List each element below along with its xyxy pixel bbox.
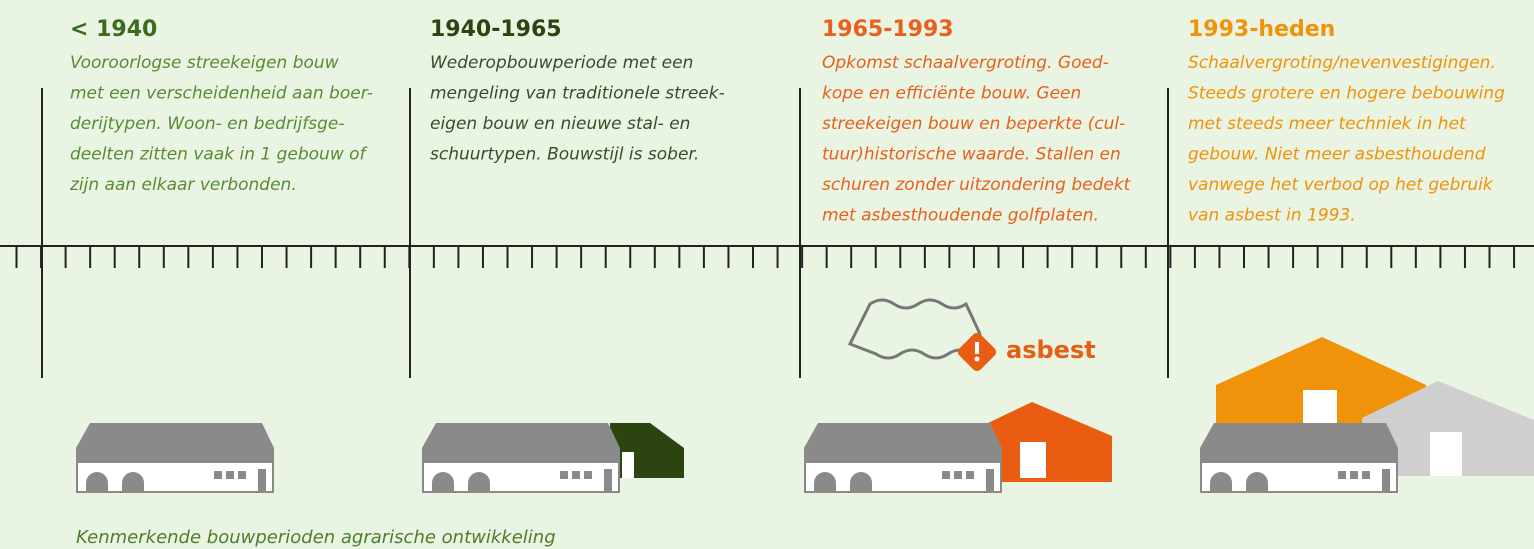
shed [610, 423, 684, 478]
door [622, 452, 634, 478]
infographic: < 1940 Vooroorlogse streekeigen bouw met e… [0, 0, 1534, 549]
period-description: schuren zonder uitzondering bedekt [822, 175, 1132, 195]
period-description: mengeling van traditionele streek- [430, 84, 725, 104]
door [1303, 390, 1337, 426]
period-title: < 1940 [70, 17, 157, 42]
period-description: Schaalvergroting/nevenvestigingen. [1188, 53, 1496, 73]
period-title: 1940-1965 [430, 17, 562, 42]
period-description: deelten zitten vaak in 1 gebouw of [70, 145, 369, 165]
period-description: zijn aan elkaar verbonden. [69, 175, 297, 195]
period-description: schuurtypen. Bouwstijl is sober. [430, 145, 699, 165]
asbestos-label: asbest [1006, 336, 1096, 364]
door [1430, 432, 1462, 476]
period-texts: < 1940 Vooroorlogse streekeigen bouw met e… [69, 17, 1505, 226]
period-description: vanwege het verbod op het gebruik [1188, 175, 1494, 195]
farm-building [804, 423, 1002, 493]
caption: Kenmerkende bouwperioden agrarische ontw… [76, 527, 556, 548]
period-description: met steeds meer techniek in het [1188, 114, 1467, 134]
period-title: 1965-1993 [822, 17, 954, 42]
period-description: met asbesthoudende golfplaten. [822, 206, 1099, 226]
period-description: streekeigen bouw en beperkte (cul- [822, 114, 1125, 134]
period-description: met een verscheidenheid aan boer- [70, 84, 373, 104]
warning-mark [975, 342, 979, 354]
period-description: van asbest in 1993. [1188, 206, 1356, 226]
period-description: kope en efficiënte bouw. Geen [822, 84, 1081, 104]
timeline [0, 246, 1534, 268]
buildings [76, 337, 1534, 493]
period-title: 1993-heden [1188, 17, 1335, 42]
period-description: Vooroorlogse streekeigen bouw [70, 53, 339, 73]
period-description: derijtypen. Woon- en bedrijfsge- [70, 114, 345, 134]
farm-building [422, 423, 620, 493]
farm-building [76, 423, 274, 493]
period-description: eigen bouw en nieuwe stal- en [430, 114, 690, 134]
period-description: Steeds grotere en hogere bebouwing [1188, 84, 1505, 104]
asbestos-icon: asbest [850, 300, 1096, 373]
period-description: Opkomst schaalvergroting. Goed- [822, 53, 1109, 73]
stall [988, 402, 1112, 482]
period-description: gebouw. Niet meer asbesthoudend [1188, 145, 1486, 165]
period-description: tuur)historische waarde. Stallen en [822, 145, 1121, 165]
period-description: Wederopbouwperiode met een [430, 53, 693, 73]
warning-dot [975, 357, 980, 362]
farm-building [1200, 423, 1398, 493]
door [1020, 442, 1046, 478]
